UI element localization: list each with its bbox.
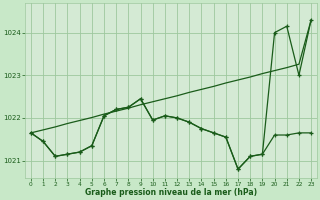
X-axis label: Graphe pression niveau de la mer (hPa): Graphe pression niveau de la mer (hPa) bbox=[85, 188, 257, 197]
